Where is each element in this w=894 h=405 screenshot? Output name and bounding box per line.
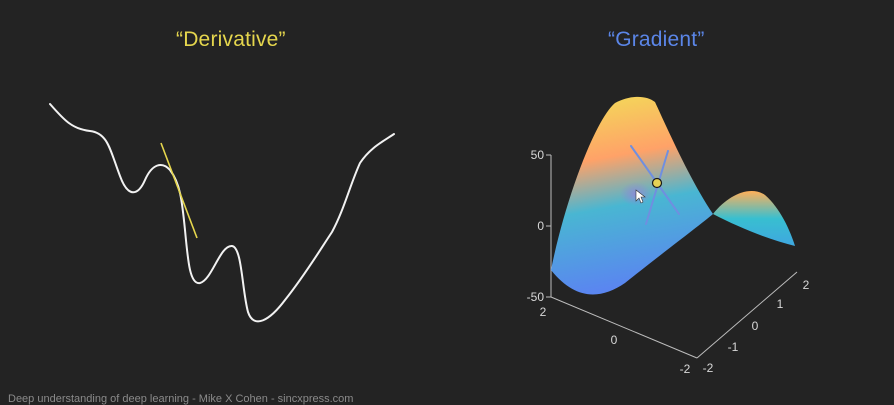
x-tick-neg2: -2 [680,362,691,376]
gradient-title: “Gradient” [608,28,705,51]
z-tick-0: 0 [537,219,544,233]
y-tick-0: 0 [752,319,759,333]
derivative-panel [49,103,395,323]
x-tick-0: 0 [611,333,618,347]
tangent-line [160,142,198,239]
function-curve [49,103,395,323]
footer-credit: Deep understanding of deep learning - Mi… [8,393,354,405]
z-axis [546,154,552,298]
z-tick-50: 50 [531,148,545,162]
y-tick-2: 2 [803,278,810,292]
gradient-point [651,177,663,189]
z-tick-neg50: -50 [527,290,545,304]
x-axis [550,296,698,359]
gradient-panel: 50 0 -50 2 0 -2 2 1 0 -1 -2 [527,96,810,376]
y-tick-neg2: -2 [703,361,714,375]
derivative-title: “Derivative” [176,28,286,51]
y-tick-1: 1 [777,297,784,311]
x-tick-2: 2 [540,305,547,319]
y-tick-neg1: -1 [728,340,739,354]
y-axis [696,271,798,359]
mouse-pointer-icon [635,189,646,204]
gradient-surface-wing [713,191,795,246]
